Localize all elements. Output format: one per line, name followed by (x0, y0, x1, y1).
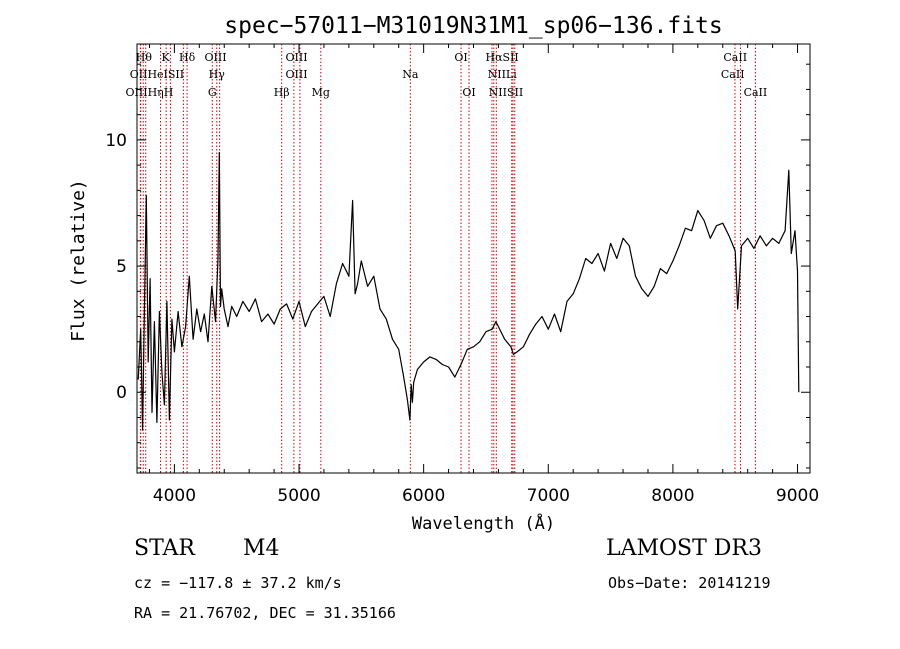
y-tick-label: 5 (116, 257, 127, 277)
object-class: STAR (134, 536, 195, 561)
spectral-line-label: Hγ (209, 68, 226, 81)
spectral-line-label: G (208, 86, 217, 99)
y-tick-label: 10 (105, 131, 127, 151)
plot-frame (136, 43, 811, 474)
x-tick-label: 8000 (651, 486, 694, 506)
spectral-line-label: OIIIHηH (126, 86, 174, 99)
spectral-line-label: CaII (723, 51, 747, 64)
chart-title: spec−57011−M31019N31M1_sp06−136.fits (224, 13, 723, 39)
y-axis-label: Flux (relative) (68, 179, 89, 342)
x-tick-label: 6000 (402, 486, 445, 506)
spectral-line-label: Mg (312, 86, 330, 99)
spectral-line-label: Na (402, 68, 419, 81)
spectral-line-label: CaII (744, 86, 768, 99)
object-subclass: M4 (243, 536, 280, 561)
spectral-line-label: HαSII (486, 51, 519, 64)
spectral-line-label: NIISII (489, 86, 524, 99)
x-tick-label: 4000 (153, 486, 196, 506)
survey-name: LAMOST DR3 (606, 536, 762, 561)
x-tick-label: 9000 (776, 486, 819, 506)
spectral-line-label: OIII (204, 51, 226, 64)
spectral-line-label: CaII (721, 68, 745, 81)
spectral-line-label: OI (454, 51, 467, 64)
ra-dec: RA = 21.76702, DEC = 31.35166 (134, 604, 396, 622)
spectral-line-label: Hβ (274, 86, 290, 99)
x-axis-label: Wavelength (Å) (412, 512, 555, 534)
x-tick-label: 5000 (277, 486, 320, 506)
spectral-line-label: OI (462, 86, 475, 99)
spectral-line-label: Hδ (179, 51, 196, 64)
obs-date: Obs−Date: 20141219 (608, 574, 771, 592)
spectral-line-label: OIII (285, 68, 307, 81)
spectral-line-label: OIIHeISII (130, 68, 184, 81)
x-tick-label: 7000 (527, 486, 570, 506)
redshift-cz: cz = −117.8 ± 37.2 km/s (134, 574, 342, 592)
spectral-line-label: NIILi (488, 68, 518, 81)
y-tick-label: 0 (116, 383, 127, 403)
spectral-line-label: OIII (285, 51, 307, 64)
spectrum-series-line (137, 151, 800, 431)
spectral-line-label: K (162, 51, 171, 64)
spectral-line-label: Hθ (136, 51, 153, 64)
